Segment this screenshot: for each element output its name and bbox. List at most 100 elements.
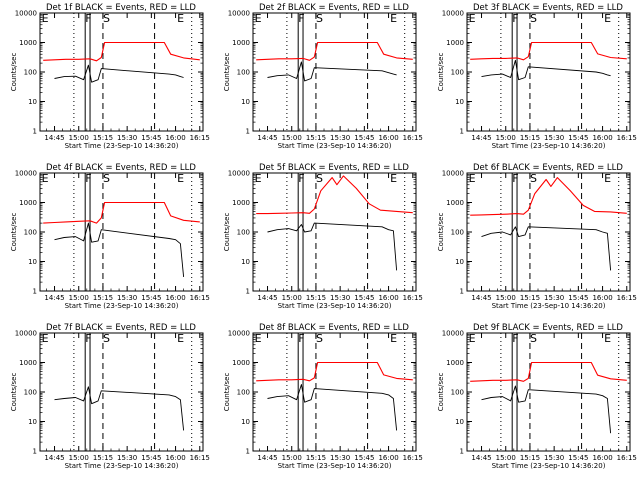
x-tick-label: 15:00 bbox=[282, 454, 302, 462]
x-tick-label: 15:15 bbox=[306, 294, 326, 302]
event-marker-label: S bbox=[530, 172, 537, 185]
event-marker-label: F bbox=[512, 12, 518, 25]
x-axis-label: Start Time (23-Sep-10 14:36:20) bbox=[65, 142, 179, 150]
event-marker-label: E bbox=[42, 332, 49, 345]
x-axis-label: Start Time (23-Sep-10 14:36:20) bbox=[278, 142, 392, 150]
x-tick-label: 16:15 bbox=[190, 454, 210, 462]
x-tick-label: 16:15 bbox=[403, 454, 423, 462]
x-tick-label: 14:45 bbox=[471, 294, 491, 302]
y-tick-label: 100 bbox=[237, 69, 250, 77]
x-tick-label: 15:30 bbox=[117, 134, 137, 142]
y-tick-label: 10 bbox=[28, 98, 37, 106]
events-series-line bbox=[267, 61, 397, 82]
x-tick-label: 15:15 bbox=[520, 454, 540, 462]
event-marker-label: E bbox=[390, 172, 397, 185]
event-marker-label: S bbox=[316, 172, 323, 185]
y-tick-label: 1 bbox=[246, 288, 250, 296]
y-tick-label: 1000 bbox=[446, 359, 464, 367]
y-tick-label: 1000 bbox=[232, 359, 250, 367]
event-marker-label: E bbox=[177, 332, 184, 345]
event-marker-label: E bbox=[177, 172, 184, 185]
x-tick-label: 15:30 bbox=[117, 294, 137, 302]
y-tick-label: 100 bbox=[451, 229, 464, 237]
event-marker-label: E bbox=[390, 332, 397, 345]
y-tick-label: 100 bbox=[24, 229, 37, 237]
x-tick-label: 15:15 bbox=[93, 134, 113, 142]
event-marker-label: E bbox=[469, 12, 476, 25]
x-tick-label: 15:30 bbox=[330, 454, 350, 462]
y-tick-label: 100 bbox=[24, 389, 37, 397]
y-axis-label: Counts/sec bbox=[223, 373, 231, 412]
events-series-line bbox=[267, 384, 398, 431]
y-tick-label: 100 bbox=[451, 69, 464, 77]
x-tick-label: 15:30 bbox=[544, 294, 564, 302]
y-tick-label: 10000 bbox=[15, 170, 37, 178]
y-tick-label: 1 bbox=[33, 128, 37, 136]
x-tick-label: 16:15 bbox=[403, 294, 423, 302]
event-marker-label: E bbox=[604, 332, 611, 345]
lld-series-line bbox=[470, 41, 627, 61]
event-marker-label: F bbox=[512, 172, 518, 185]
y-tick-label: 10 bbox=[455, 418, 464, 426]
y-axis-label: Counts/sec bbox=[437, 213, 445, 252]
x-tick-label: 15:00 bbox=[496, 294, 516, 302]
x-tick-label: 15:45 bbox=[141, 134, 161, 142]
y-axis-label: Counts/sec bbox=[223, 213, 231, 252]
y-tick-label: 1 bbox=[246, 448, 250, 456]
x-tick-label: 16:00 bbox=[165, 454, 185, 462]
x-tick-label: 16:15 bbox=[617, 454, 637, 462]
y-tick-label: 10000 bbox=[228, 170, 250, 178]
chart-title: Det 5f BLACK = Events, RED = LLD bbox=[259, 163, 409, 173]
x-tick-label: 15:45 bbox=[568, 454, 588, 462]
x-tick-label: 14:45 bbox=[257, 294, 277, 302]
x-tick-label: 15:00 bbox=[496, 134, 516, 142]
event-marker-label: S bbox=[103, 12, 110, 25]
y-tick-label: 10000 bbox=[15, 330, 37, 338]
x-tick-label: 15:00 bbox=[69, 454, 89, 462]
x-tick-label: 15:15 bbox=[306, 454, 326, 462]
plot-frame bbox=[252, 12, 417, 132]
chart-panel-7: Det 7f BLACK = Events, RED = LLD 1 10 100 10… bbox=[10, 323, 210, 470]
x-tick-label: 16:15 bbox=[617, 294, 637, 302]
x-tick-label: 15:00 bbox=[282, 294, 302, 302]
chart-title: Det 9f BLACK = Events, RED = LLD bbox=[473, 323, 623, 333]
chart-panel-2: Det 2f BLACK = Events, RED = LLD 1 10 100 10… bbox=[223, 3, 423, 150]
x-axis-label: Start Time (23-Sep-10 14:36:20) bbox=[492, 462, 606, 470]
x-axis-label: Start Time (23-Sep-10 14:36:20) bbox=[65, 302, 179, 310]
lld-series-line bbox=[470, 177, 627, 216]
x-tick-label: 15:00 bbox=[69, 294, 89, 302]
x-axis-label: Start Time (23-Sep-10 14:36:20) bbox=[492, 302, 606, 310]
x-tick-label: 14:45 bbox=[44, 134, 64, 142]
event-marker-label: E bbox=[604, 172, 611, 185]
x-tick-label: 16:15 bbox=[190, 294, 210, 302]
event-marker-label: S bbox=[530, 12, 537, 25]
y-tick-label: 1 bbox=[460, 448, 464, 456]
event-marker-label: E bbox=[42, 172, 49, 185]
x-tick-label: 15:45 bbox=[568, 134, 588, 142]
event-marker-label: F bbox=[85, 172, 91, 185]
x-tick-label: 15:30 bbox=[117, 454, 137, 462]
chart-panel-3: Det 3f BLACK = Events, RED = LLD 1 10 100 10… bbox=[437, 3, 637, 150]
y-tick-label: 10000 bbox=[442, 10, 464, 18]
lld-series-line bbox=[43, 201, 200, 224]
y-tick-label: 10000 bbox=[228, 10, 250, 18]
chart-title: Det 7f BLACK = Events, RED = LLD bbox=[46, 323, 196, 333]
events-series-line bbox=[54, 222, 185, 277]
x-tick-label: 15:15 bbox=[520, 294, 540, 302]
y-tick-label: 100 bbox=[237, 389, 250, 397]
y-tick-label: 10 bbox=[455, 258, 464, 266]
y-tick-label: 10 bbox=[241, 258, 250, 266]
chart-title: Det 3f BLACK = Events, RED = LLD bbox=[473, 3, 623, 13]
y-tick-label: 10000 bbox=[15, 10, 37, 18]
x-tick-label: 15:30 bbox=[544, 134, 564, 142]
x-tick-label: 16:00 bbox=[592, 454, 612, 462]
y-tick-label: 1000 bbox=[446, 39, 464, 47]
y-tick-label: 10 bbox=[241, 418, 250, 426]
y-axis-label: Counts/sec bbox=[10, 373, 18, 412]
y-tick-label: 10 bbox=[28, 418, 37, 426]
x-tick-label: 15:45 bbox=[568, 294, 588, 302]
chart-title: Det 8f BLACK = Events, RED = LLD bbox=[259, 323, 409, 333]
x-tick-label: 16:00 bbox=[165, 294, 185, 302]
y-axis-label: Counts/sec bbox=[437, 53, 445, 92]
